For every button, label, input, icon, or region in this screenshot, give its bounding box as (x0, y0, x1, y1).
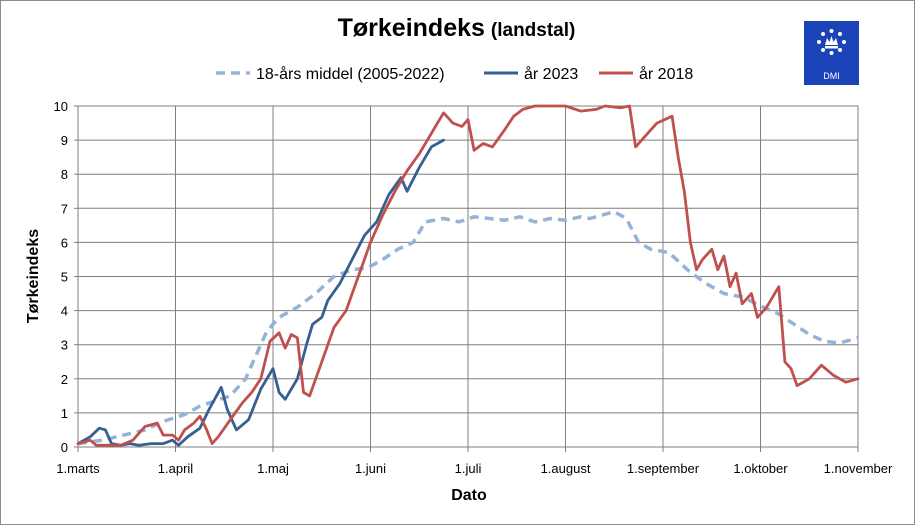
x-tick-label: 1.oktober (733, 461, 788, 476)
subtitle-text: (landstal) (490, 20, 576, 41)
y-tick-label: 3 (61, 338, 68, 353)
legend-label-0: 18-års middel (2005-2022) (256, 65, 445, 83)
grid-lines (77, 105, 859, 448)
y-axis-label: Tørkeindeks (25, 229, 42, 323)
dmi-logo: DMI (804, 21, 859, 85)
title-text: Tørkeindeks (337, 14, 485, 42)
y-tick-label: 6 (61, 235, 68, 250)
legend-label-1: år 2023 (524, 65, 578, 83)
x-tick-label: 1.september (627, 461, 700, 476)
y-tick-label: 8 (61, 167, 68, 182)
y-tick-label: 7 (61, 201, 68, 216)
series-line-0 (77, 209, 859, 446)
chart-title: Tørkeindeks (landstal) (0, 14, 913, 43)
x-tick-label: 1.november (824, 461, 893, 476)
logo-text: DMI (823, 71, 840, 81)
series-line-2 (76, 104, 860, 447)
y-tick-label: 5 (61, 270, 68, 285)
crown-icon (817, 29, 846, 55)
y-tick-label: 2 (61, 372, 68, 387)
x-tick-label: 1.juli (455, 461, 482, 476)
x-tick-label: 1.april (158, 461, 194, 476)
y-tick-label: 9 (61, 133, 68, 148)
axes: 0 1 2 3 4 5 6 7 8 9 10 1.marts 1.april 1.maj 1.juni 1.j… (54, 99, 893, 476)
x-tick-label: 1.maj (257, 461, 289, 476)
y-tick-label: 0 (61, 440, 68, 455)
y-tick-label: 1 (61, 406, 68, 421)
y-tick-label: 10 (54, 99, 68, 114)
x-tick-label: 1.juni (355, 461, 386, 476)
series-layer (76, 104, 860, 447)
series-line-1 (76, 138, 445, 447)
x-tick-label: 1.august (541, 461, 591, 476)
legend: 18-års middel (2005-2022) år 2023 år 2018 (216, 65, 693, 83)
x-axis-label: Dato (451, 487, 487, 504)
x-tick-label: 1.marts (56, 461, 100, 476)
legend-label-2: år 2018 (639, 65, 693, 83)
y-tick-label: 4 (61, 304, 68, 319)
